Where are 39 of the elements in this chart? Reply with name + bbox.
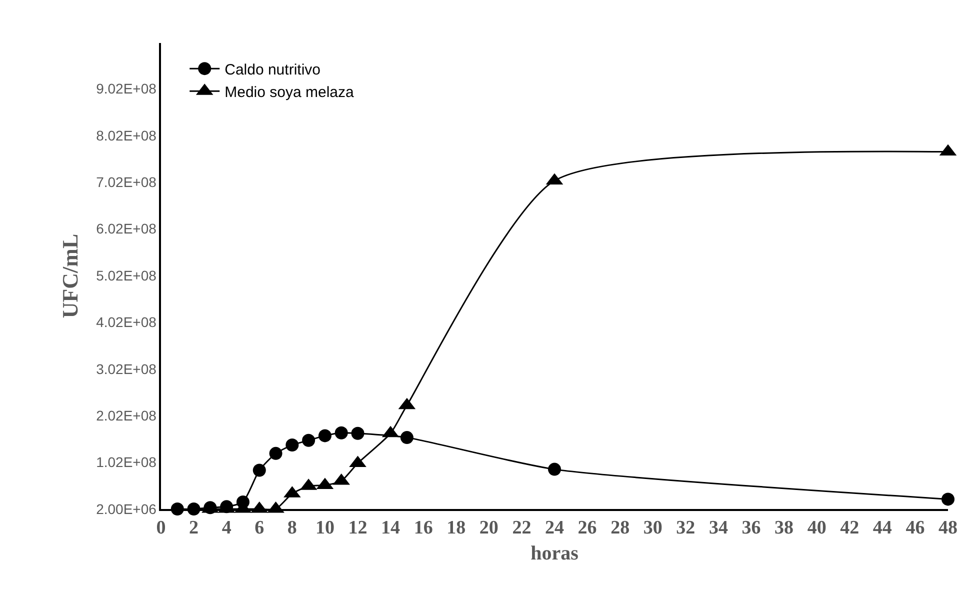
y-tick-label: 7.02E+08 <box>96 174 157 190</box>
y-tick-label: 3.02E+08 <box>96 360 157 377</box>
x-tick-label: 2 <box>189 518 199 539</box>
legend-label: Medio soya melaza <box>224 84 354 101</box>
x-tick-label: 26 <box>578 518 597 539</box>
legend-label: Caldo nutritivo <box>224 61 320 78</box>
y-tick-label: 4.02E+08 <box>96 314 157 330</box>
x-tick-label: 44 <box>872 518 892 539</box>
x-tick-label: 16 <box>414 518 433 539</box>
x-tick-label: 0 <box>156 518 166 539</box>
x-tick-label: 20 <box>479 518 498 539</box>
x-tick-label: 14 <box>381 518 401 539</box>
x-tick-label: 48 <box>938 518 958 539</box>
x-tick-label: 38 <box>774 518 794 539</box>
x-tick-label: 8 <box>287 518 297 539</box>
y-tick-label: 9.02E+08 <box>96 80 157 97</box>
x-axis-title: horas <box>530 542 579 565</box>
y-tick-label: 6.02E+08 <box>96 220 157 237</box>
x-tick-label: 24 <box>545 518 564 539</box>
x-tick-label: 12 <box>348 518 368 539</box>
y-axis-title: UFC/mL <box>57 234 82 318</box>
x-tick-label: 36 <box>742 518 761 539</box>
x-tick-label: 22 <box>512 518 532 539</box>
x-tick-label: 34 <box>708 518 728 539</box>
x-tick-label: 32 <box>676 518 696 539</box>
y-tick-label: 5.02E+08 <box>96 267 157 284</box>
x-tick-label: 10 <box>315 518 334 539</box>
x-tick-label: 6 <box>254 518 264 539</box>
x-tick-label: 46 <box>906 518 925 539</box>
y-tick-label: 2.02E+08 <box>96 408 157 424</box>
y-tick-label: 2.00E+06 <box>96 500 157 517</box>
x-tick-label: 42 <box>840 518 860 539</box>
y-tick-label: 8.02E+08 <box>96 127 157 144</box>
y-tick-label: 1.02E+08 <box>96 454 157 470</box>
x-tick-label: 40 <box>807 518 826 539</box>
x-tick-label: 18 <box>446 518 466 539</box>
x-tick-label: 4 <box>222 518 232 539</box>
x-tick-label: 30 <box>643 518 662 539</box>
x-tick-label: 28 <box>610 518 630 539</box>
